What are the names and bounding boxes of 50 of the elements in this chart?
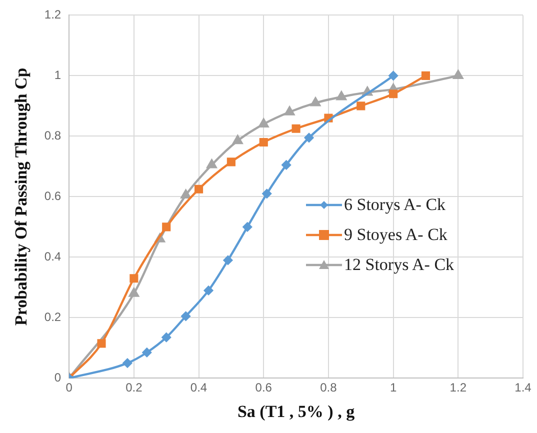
point [262,189,272,198]
point [284,106,295,116]
point [336,91,346,100]
point [421,71,430,80]
point [304,133,314,142]
point [142,348,152,358]
point [130,274,138,283]
x-tick-label: 0.6 [255,380,272,395]
y-tick-label: 0.2 [44,310,62,324]
point [162,222,171,232]
point [232,135,243,144]
point [388,71,398,80]
x-tick-label: 1.4 [514,380,532,395]
point [258,118,269,128]
point [223,256,233,265]
y-tick-label: 0.8 [44,128,62,143]
x-tick-label: 0 [66,380,73,395]
point [97,339,106,348]
x-tick-label: 0.2 [126,380,143,395]
x-tick-label: 0.4 [190,380,208,395]
point [181,312,190,321]
point [226,158,236,166]
point [310,97,320,106]
y-tick-label: 1 [54,68,62,82]
y-axis-title: Probability Of Passing Through Cp [12,68,31,326]
point [453,70,464,80]
x-tick-label: 1.2 [450,380,467,395]
y-tick-label: 0 [54,370,62,385]
point [128,288,139,297]
y-tick-label: 0.6 [44,189,62,204]
legend-label: 6 Storys A- Ck [344,195,446,215]
legend-label: 12 Storys A- Ck [344,255,454,275]
legend-label: 9 Stoyes A- Ck [344,225,448,245]
point [242,222,252,232]
point [204,286,214,296]
point [206,159,217,168]
point [259,138,268,147]
y-tick-label: 1.2 [44,8,62,22]
point [389,90,398,98]
point [194,184,204,194]
point [356,102,366,110]
x-tick-label: 0.8 [320,380,338,395]
x-axis-title: Sa (T1 , 5% ) , g [237,402,356,422]
x-tick-label: 1 [390,380,397,395]
point [122,358,132,368]
point [162,332,171,342]
y-tick-label: 0.4 [44,250,62,264]
point [180,190,191,199]
point [282,160,291,170]
point [292,124,300,133]
